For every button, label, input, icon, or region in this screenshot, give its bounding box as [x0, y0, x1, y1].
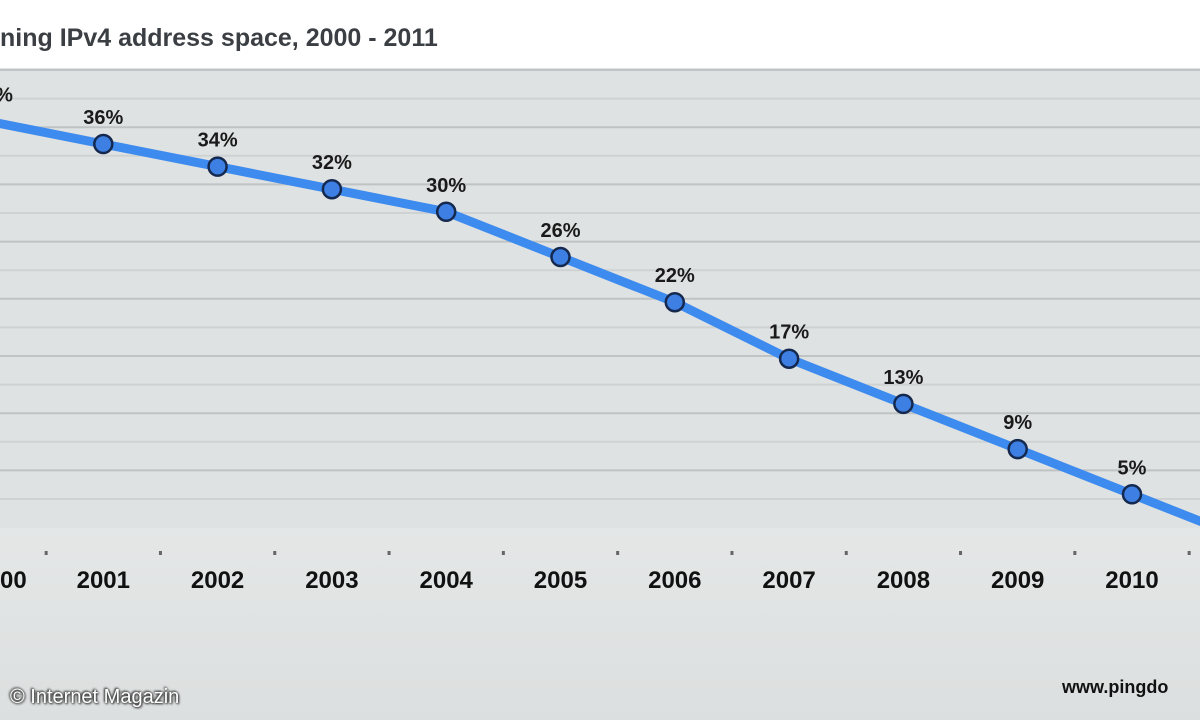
x-axis-tick — [158, 551, 162, 555]
x-axis-labels: 00 2001 2002 2003 2004 2005 2006 2007 2008 2009 20… — [0, 567, 1159, 594]
data-point-2009 — [1007, 438, 1028, 460]
x-axis-tick — [730, 551, 734, 555]
x-axis-tick — [959, 551, 963, 555]
x-label-2001: 2001 — [77, 567, 130, 594]
data-point-2005 — [550, 246, 571, 268]
chart-title: ning IPv4 address space, 2000 - 2011 — [0, 24, 438, 52]
markers — [93, 133, 1143, 505]
x-label-2010: 2010 — [1105, 567, 1158, 594]
copyright-text: © Internet Magazin — [10, 686, 180, 708]
x-label-2007: 2007 — [762, 567, 815, 594]
data-label-2010: 5% — [1118, 457, 1147, 479]
x-axis-tick — [44, 551, 48, 555]
data-label-2005: 26% — [540, 220, 580, 242]
data-point-2010 — [1121, 484, 1143, 505]
x-label-2003: 2003 — [305, 567, 358, 594]
data-point-2003 — [321, 178, 343, 200]
data-label-2002: 34% — [198, 130, 238, 152]
x-axis-tick — [387, 551, 391, 555]
x-label-2009: 2009 — [991, 567, 1044, 594]
x-axis-tick — [501, 551, 505, 555]
x-label-2006: 2006 — [648, 567, 701, 594]
x-axis-tick — [616, 551, 620, 555]
x-axis-tick — [273, 551, 277, 555]
x-axis-tick — [1187, 551, 1191, 555]
data-label-2001: 36% — [83, 107, 123, 129]
x-label-2002: 2002 — [191, 567, 244, 594]
data-labels: % 36% 34% 32% 30% 26% 22% 17% 13% 9% 5% — [0, 84, 1147, 479]
source-text: www.pingdo — [1061, 677, 1168, 697]
x-label-2005: 2005 — [534, 567, 587, 594]
data-point-2001 — [93, 133, 114, 155]
x-label-2004: 2004 — [420, 567, 474, 594]
data-label-2004: 30% — [426, 175, 466, 197]
x-label-2008: 2008 — [877, 567, 930, 594]
data-label-2003: 32% — [312, 152, 352, 174]
data-point-2006 — [664, 291, 686, 313]
data-point-2002 — [207, 156, 228, 177]
x-axis-tick — [844, 551, 848, 555]
series-line — [0, 118, 1200, 527]
x-axis-tick — [1073, 551, 1077, 555]
data-label-2007: 17% — [769, 322, 809, 344]
data-label-2009: 9% — [1003, 412, 1032, 434]
data-label-2008: 13% — [883, 367, 923, 389]
data-point-2007 — [778, 348, 800, 369]
x-label-2000: 00 — [0, 567, 27, 594]
data-point-2008 — [893, 393, 914, 415]
x-axis-ticks — [44, 551, 1191, 555]
data-point-2004 — [435, 201, 457, 223]
title-bar — [0, 0, 1200, 68]
data-label-2006: 22% — [655, 265, 695, 287]
data-label-2000: % — [0, 84, 13, 106]
